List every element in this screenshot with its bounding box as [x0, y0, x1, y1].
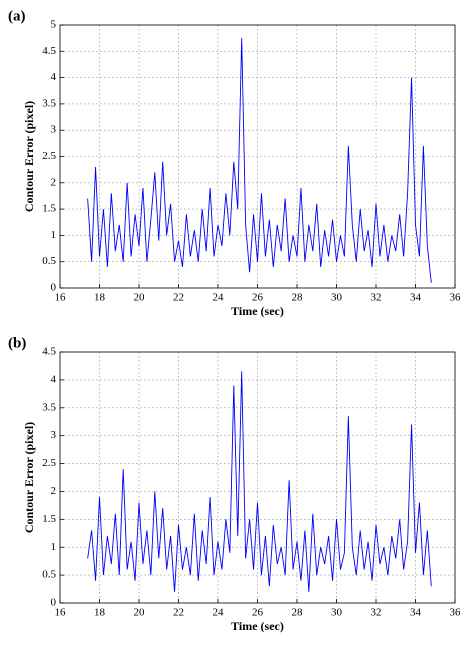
y-tick-label: 1.5	[42, 513, 56, 525]
x-tick-label: 32	[371, 607, 382, 619]
panel-label: (a)	[8, 8, 26, 24]
x-tick-label: 16	[55, 292, 67, 304]
y-tick-label: 5	[51, 19, 57, 31]
y-axis-label: Contour Error (pixel)	[22, 422, 36, 533]
x-tick-label: 26	[252, 607, 264, 619]
x-tick-label: 18	[94, 607, 106, 619]
y-tick-label: 4.5	[42, 45, 56, 57]
x-tick-label: 24	[213, 292, 225, 304]
x-axis-label: Time (sec)	[231, 304, 284, 318]
x-tick-label: 22	[173, 607, 184, 619]
panel-label: (b)	[8, 335, 26, 351]
y-tick-label: 0	[51, 282, 57, 294]
x-tick-label: 32	[371, 292, 382, 304]
x-tick-label: 30	[331, 607, 343, 619]
y-tick-label: 4	[51, 373, 57, 385]
y-tick-label: 1	[51, 541, 57, 553]
x-tick-label: 18	[94, 292, 106, 304]
plot-frame	[59, 351, 456, 604]
y-tick-label: 4.5	[42, 346, 56, 358]
y-tick-label: 4	[51, 71, 57, 83]
y-tick-label: 3	[51, 429, 57, 441]
x-tick-label: 36	[450, 292, 462, 304]
series-line	[87, 371, 432, 592]
x-tick-label: 36	[450, 607, 462, 619]
x-tick-label: 26	[252, 292, 264, 304]
y-tick-label: 3.5	[42, 401, 56, 413]
y-tick-label: 0.5	[42, 569, 56, 581]
y-tick-label: 2	[51, 485, 57, 497]
x-tick-label: 20	[134, 607, 146, 619]
x-tick-label: 16	[55, 607, 67, 619]
y-tick-label: 1	[51, 229, 57, 241]
plot-frame	[59, 24, 456, 289]
series-line	[87, 38, 432, 283]
y-axis-label: Contour Error (pixel)	[22, 101, 36, 212]
y-tick-label: 2.5	[42, 150, 56, 162]
x-tick-label: 34	[410, 607, 422, 619]
y-tick-label: 2.5	[42, 457, 56, 469]
y-tick-label: 1.5	[42, 203, 56, 215]
y-tick-label: 0.5	[42, 255, 56, 267]
y-tick-label: 3	[51, 124, 57, 136]
x-tick-label: 28	[292, 292, 304, 304]
y-tick-label: 0	[51, 597, 57, 609]
x-axis-label: Time (sec)	[231, 619, 284, 633]
x-tick-label: 34	[410, 292, 422, 304]
x-tick-label: 22	[173, 292, 184, 304]
x-tick-label: 20	[134, 292, 146, 304]
x-tick-label: 24	[213, 607, 225, 619]
y-tick-label: 3.5	[42, 97, 56, 109]
x-tick-label: 30	[331, 292, 343, 304]
y-tick-label: 2	[51, 176, 57, 188]
x-tick-label: 28	[292, 607, 304, 619]
